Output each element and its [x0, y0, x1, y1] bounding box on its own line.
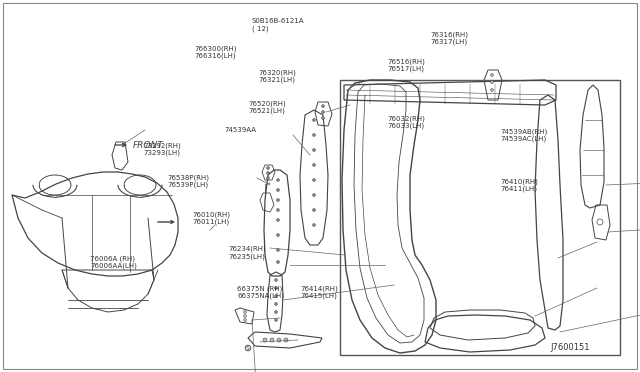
Circle shape — [275, 302, 278, 305]
Circle shape — [312, 164, 316, 167]
Circle shape — [276, 260, 280, 263]
Circle shape — [276, 179, 280, 182]
Circle shape — [243, 311, 246, 314]
Circle shape — [276, 234, 280, 237]
Circle shape — [275, 279, 278, 282]
Text: 76520(RH)
76521(LH): 76520(RH) 76521(LH) — [248, 100, 285, 114]
Circle shape — [243, 318, 246, 321]
Text: 76032(RH)
76033(LH): 76032(RH) 76033(LH) — [387, 115, 425, 129]
Text: 76320(RH)
76321(LH): 76320(RH) 76321(LH) — [258, 69, 296, 83]
Circle shape — [266, 167, 269, 170]
Circle shape — [490, 80, 493, 83]
Circle shape — [312, 119, 316, 122]
Text: S: S — [246, 346, 250, 350]
Circle shape — [277, 338, 281, 342]
Text: FRONT: FRONT — [133, 141, 164, 150]
Circle shape — [270, 338, 274, 342]
Text: 76410(RH)
76411(LH): 76410(RH) 76411(LH) — [500, 178, 538, 192]
Text: 76538P(RH)
76539P(LH): 76538P(RH) 76539P(LH) — [167, 174, 209, 188]
Circle shape — [275, 286, 278, 289]
Circle shape — [243, 314, 246, 317]
Text: 76010(RH)
76011(LH): 76010(RH) 76011(LH) — [192, 211, 230, 225]
Circle shape — [275, 318, 278, 321]
Circle shape — [312, 134, 316, 137]
Circle shape — [312, 148, 316, 151]
Circle shape — [312, 224, 316, 227]
Bar — [340, 80, 620, 355]
Circle shape — [276, 248, 280, 251]
Circle shape — [490, 74, 493, 77]
Circle shape — [275, 295, 278, 298]
Circle shape — [275, 311, 278, 314]
Text: 74539AA: 74539AA — [224, 127, 256, 133]
Circle shape — [312, 193, 316, 196]
Circle shape — [263, 338, 267, 342]
Text: 66375N (RH)
66375NA(LH): 66375N (RH) 66375NA(LH) — [237, 285, 284, 299]
Circle shape — [276, 208, 280, 212]
Text: 76414(RH)
76415(LH): 76414(RH) 76415(LH) — [300, 285, 338, 299]
Circle shape — [321, 116, 324, 119]
Text: S0B16B-6121A
( 12): S0B16B-6121A ( 12) — [252, 18, 305, 32]
Text: 76516(RH)
76517(LH): 76516(RH) 76517(LH) — [387, 58, 425, 72]
Circle shape — [266, 176, 269, 180]
Circle shape — [490, 89, 493, 92]
Circle shape — [276, 218, 280, 221]
Circle shape — [276, 189, 280, 192]
Text: J7600151: J7600151 — [550, 343, 589, 353]
Circle shape — [321, 110, 324, 113]
Circle shape — [284, 338, 288, 342]
Text: 76006A (RH)
76006AA(LH): 76006A (RH) 76006AA(LH) — [90, 255, 137, 269]
Circle shape — [276, 199, 280, 202]
Text: 74539AB(RH)
74539AC(LH): 74539AB(RH) 74539AC(LH) — [500, 128, 547, 142]
Circle shape — [321, 105, 324, 108]
Circle shape — [312, 208, 316, 212]
Text: 766300(RH)
766316(LH): 766300(RH) 766316(LH) — [194, 45, 237, 59]
Text: 76234(RH)
76235(LH): 76234(RH) 76235(LH) — [228, 246, 266, 260]
Text: 73292(RH)
73293(LH): 73292(RH) 73293(LH) — [143, 142, 180, 156]
Circle shape — [312, 179, 316, 182]
Circle shape — [266, 171, 269, 174]
Text: 76316(RH)
76317(LH): 76316(RH) 76317(LH) — [430, 31, 468, 45]
